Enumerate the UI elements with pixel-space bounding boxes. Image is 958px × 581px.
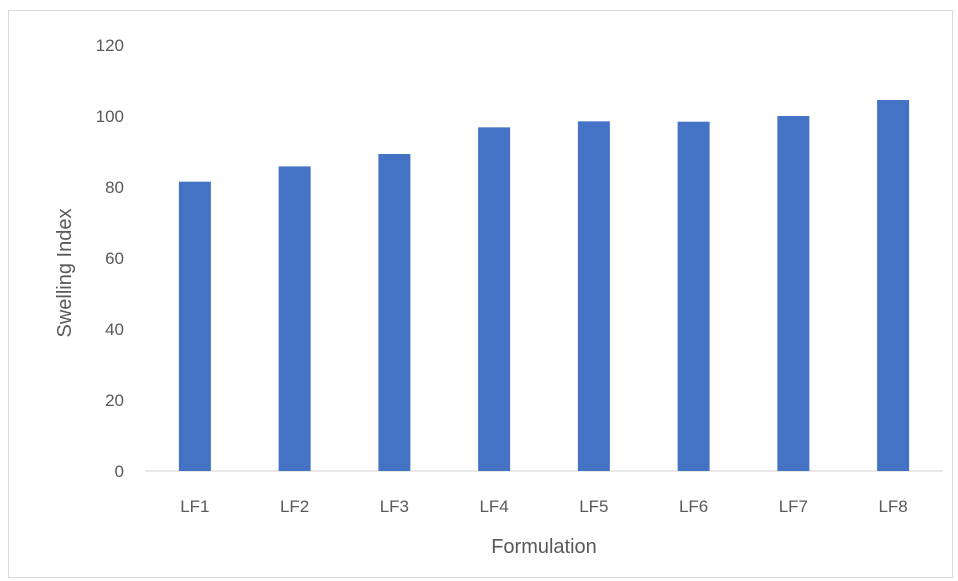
y-tick-label: 60 [105,249,124,268]
y-tick-label: 80 [105,178,124,197]
x-tick-label: LF7 [779,497,808,516]
x-tick-label: LF6 [679,497,708,516]
bar-lf1 [178,181,211,472]
x-tick-label: LF1 [180,497,209,516]
y-axis-title: Swelling Index [54,209,76,338]
x-tick-label: LF8 [878,497,907,516]
x-tick-label: LF3 [380,497,409,516]
y-tick-label: 100 [96,107,124,126]
y-tick-label: 20 [105,391,124,410]
y-tick-label: 120 [96,36,124,55]
y-axis-ticks: 0 20 40 60 80 100 120 [96,36,124,481]
x-axis-title: Formulation [491,536,597,558]
bar-lf4 [478,127,511,472]
bars-group [178,100,910,472]
bar-lf6 [677,121,710,472]
x-axis-ticks: LF1 LF2 LF3 LF4 LF5 LF6 LF7 LF8 [180,497,908,516]
bar-lf2 [278,166,311,471]
x-tick-label: LF5 [579,497,608,516]
bar-lf3 [378,153,411,472]
x-tick-label: LF4 [479,497,508,516]
y-tick-label: 0 [115,462,124,481]
bar-lf8 [877,100,910,472]
bar-lf5 [577,121,610,471]
y-tick-label: 40 [105,320,124,339]
bar-lf7 [777,116,810,471]
x-tick-label: LF2 [280,497,309,516]
